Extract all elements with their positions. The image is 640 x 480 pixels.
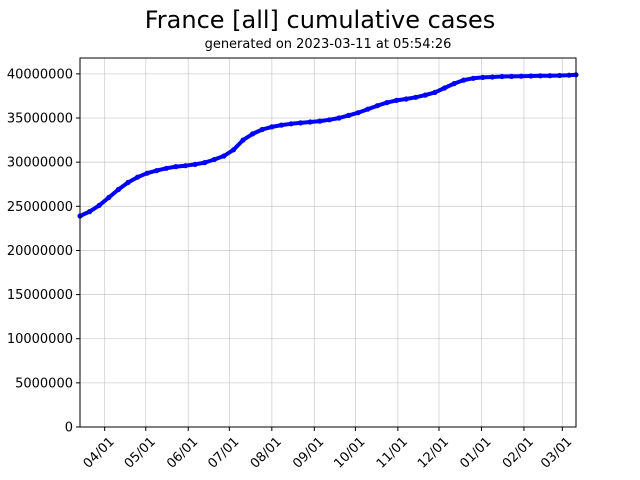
data-point [278,122,284,128]
data-point [221,153,227,159]
data-point [566,72,572,78]
x-tick-label: 01/01 [457,434,494,471]
data-point [250,131,256,137]
y-tick-label: 20000000 [7,244,73,259]
data-point [298,120,304,126]
series-path [78,72,578,218]
data-point [134,174,141,180]
data-point [144,170,150,176]
data-point [259,126,265,133]
data-point [461,77,467,83]
y-tick-label: 0 [65,421,73,436]
data-point [499,73,505,80]
y-tick-label: 5000000 [15,376,73,391]
data-point [480,74,486,80]
data-point [413,94,419,100]
data-point [326,117,332,123]
x-tick-label: 04/01 [81,434,118,471]
data-point [269,124,275,130]
x-tick-label: 10/01 [331,434,368,471]
x-tick-label: 03/01 [538,434,575,471]
data-point [547,73,553,79]
y-axis: 0 5000000 10000000 15000000 20000000 25000000… [7,67,80,436]
data-point [211,156,217,163]
data-point [346,112,352,118]
data-point [307,119,313,125]
x-tick-label: 09/01 [290,434,327,471]
y-tick-label: 35000000 [7,112,73,127]
x-tick-label: 05/01 [122,434,159,471]
data-point [317,118,323,124]
data-point [403,96,409,102]
y-tick-label: 15000000 [7,288,73,303]
data-point [374,103,380,109]
chart-subtitle: generated on 2023-03-11 at 05:54:26 [204,37,452,52]
x-tick-label: 11/01 [374,434,411,471]
data-point [393,97,400,103]
data-point [240,137,246,143]
data-point [557,72,563,79]
x-tick-label: 02/01 [500,434,537,471]
y-tick-label: 40000000 [7,67,73,82]
data-point [365,106,371,112]
data-point [509,73,515,79]
data-point [106,194,112,201]
data-point [115,186,121,193]
chart-title: France [all] cumulative cases [144,6,496,34]
data-point [537,73,544,79]
x-tick-label: 08/01 [248,434,285,471]
data-point [518,73,524,79]
data-point [182,163,189,169]
data-point [336,115,342,121]
data-point [489,74,495,80]
data-point [173,164,179,170]
data-point [96,202,102,208]
series-line [77,72,579,219]
data-point [422,92,428,98]
grid-lines [80,58,576,428]
data-point [528,73,534,79]
data-point [87,209,93,215]
data-point [163,165,169,171]
y-tick-label: 10000000 [7,332,73,347]
y-tick-label: 30000000 [7,156,73,171]
data-point [432,89,438,95]
x-tick-label: 07/01 [205,434,242,471]
data-point [451,81,457,87]
data-point [125,179,131,186]
x-axis: 04/01 05/01 06/01 07/01 08/01 09/01 10/01 11/01… [81,427,575,472]
data-point [154,168,160,174]
plot-frame [79,57,577,428]
data-point [355,110,361,116]
data-point [288,121,294,127]
x-tick-label: 12/01 [415,434,452,471]
data-point [230,147,237,153]
data-point [192,161,198,167]
data-point [470,75,476,81]
x-tick-label: 06/01 [164,434,201,471]
data-point [441,85,448,91]
data-point [202,160,208,166]
data-point [384,100,390,106]
y-tick-label: 25000000 [7,200,73,215]
